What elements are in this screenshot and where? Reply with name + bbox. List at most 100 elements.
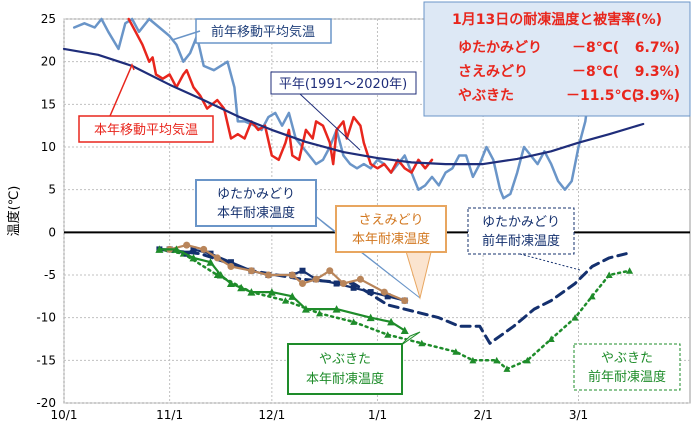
- data-point: [172, 245, 181, 253]
- data-point: [400, 326, 409, 334]
- label-saemi-cur-1: さえみどり: [358, 213, 423, 228]
- data-point: [333, 280, 340, 287]
- data-point: [384, 293, 391, 300]
- callout-yutaka-prev: ゆたかみどり 前年耐凍温度: [467, 207, 581, 271]
- label-yutaka-cur-2: 本年耐凍温度: [217, 205, 295, 221]
- label-yabu-prev-1: やぶきた: [601, 351, 653, 366]
- callout-yabu-prev: やぶきた 前年耐凍温度: [573, 343, 681, 391]
- data-point: [387, 317, 396, 326]
- x-tick-label: 3/1: [569, 408, 588, 422]
- y-tick-label: 25: [41, 12, 56, 26]
- summary-row: さえみどり －8℃( 9.3%): [458, 64, 680, 80]
- label-saemi-cur-2: 本年耐凍温度: [352, 231, 430, 247]
- data-point: [626, 267, 634, 274]
- y-axis-label: 温度(℃): [6, 186, 22, 237]
- data-point: [226, 279, 235, 288]
- summary-temp: －11.5℃(: [566, 88, 638, 104]
- callout-cur-avg: 本年移動平均気温: [78, 63, 214, 143]
- data-point: [227, 259, 234, 266]
- label-normal: 平年(1991～2020年): [279, 77, 407, 92]
- data-point: [588, 292, 596, 300]
- data-point: [267, 288, 276, 296]
- x-tick-label: 12/1: [258, 408, 285, 422]
- callout-prev-avg: 前年移動平均気温: [171, 18, 332, 44]
- summary-rate: 6.7%): [635, 40, 680, 56]
- data-point: [190, 246, 197, 253]
- data-point: [418, 339, 426, 347]
- data-point: [213, 254, 221, 262]
- data-point: [452, 348, 460, 355]
- summary-title: 1月13日の耐凍温度と被害率(%): [452, 11, 662, 28]
- data-point: [288, 292, 297, 300]
- label-yabu-cur-1: やぶきた: [319, 352, 371, 367]
- summary-rate: 3.9%): [635, 88, 680, 104]
- label-yutaka-prev-2: 前年耐凍温度: [482, 233, 560, 249]
- data-point: [183, 241, 191, 249]
- data-point: [227, 262, 235, 270]
- data-point: [247, 267, 255, 275]
- callout-saemi-cur: さえみどり 本年耐凍温度: [335, 205, 447, 300]
- data-point: [288, 271, 296, 279]
- y-tick-label: 20: [41, 55, 56, 69]
- data-point: [366, 313, 375, 322]
- summary-variety: やぶきた: [458, 88, 514, 104]
- data-point: [326, 267, 334, 275]
- y-tick-label: 15: [41, 97, 56, 111]
- label-cur-avg: 本年移動平均気温: [94, 122, 198, 138]
- summary-box: 1月13日の耐凍温度と被害率(%) ゆたかみどり －8℃( 6.7%) さえみど…: [423, 1, 691, 117]
- summary-row: やぶきた －11.5℃( 3.9%): [458, 88, 680, 104]
- label-yabu-prev-2: 前年耐凍温度: [588, 369, 666, 385]
- data-point: [380, 288, 388, 296]
- data-point: [247, 288, 256, 296]
- series-line-normal: [62, 47, 645, 166]
- data-point: [547, 335, 555, 342]
- data-point: [312, 275, 320, 283]
- data-point: [350, 318, 358, 325]
- x-tick-label: 1/1: [368, 408, 387, 422]
- data-point: [206, 258, 215, 266]
- data-point: [384, 331, 392, 338]
- y-tick-label: 5: [48, 183, 56, 197]
- data-point: [350, 284, 357, 291]
- data-point: [469, 356, 477, 364]
- data-point: [155, 245, 164, 253]
- data-point: [189, 253, 198, 262]
- data-point: [339, 280, 347, 288]
- data-point: [316, 309, 324, 317]
- label-yabu-cur-2: 本年耐凍温度: [306, 371, 384, 387]
- summary-variety: さえみどり: [458, 64, 528, 80]
- x-tick-label: 11/1: [156, 408, 183, 422]
- summary-temp: －8℃(: [572, 40, 619, 56]
- data-point: [301, 305, 310, 313]
- y-tick-label: -15: [36, 353, 56, 367]
- callout-yabu-cur: やぶきた 本年耐凍温度: [287, 331, 421, 395]
- y-tick-label: -10: [36, 311, 56, 325]
- callout-normal: 平年(1991～2020年): [270, 71, 417, 151]
- label-prev-avg: 前年移動平均気温: [211, 24, 315, 40]
- data-point: [367, 289, 374, 296]
- data-point: [523, 356, 531, 364]
- y-tick-label: -5: [44, 268, 56, 282]
- data-point: [401, 297, 409, 305]
- data-point: [237, 283, 246, 292]
- summary-row: ゆたかみどり －8℃( 6.7%): [458, 40, 680, 56]
- summary-rate: 9.3%): [635, 64, 680, 80]
- data-point: [356, 275, 364, 283]
- data-point: [216, 271, 225, 279]
- data-point: [281, 297, 289, 304]
- data-point: [493, 356, 501, 364]
- y-tick-label: 10: [41, 140, 56, 154]
- data-point: [200, 245, 208, 253]
- data-point: [299, 267, 306, 274]
- data-point: [264, 271, 272, 279]
- summary-variety: ゆたかみどり: [458, 40, 542, 56]
- label-yutaka-cur-1: ゆたかみどり: [217, 187, 295, 202]
- data-point: [299, 280, 307, 288]
- data-point: [332, 305, 341, 313]
- x-tick-label: 2/1: [473, 408, 492, 422]
- series-line-prev-avg: [72, 17, 590, 200]
- label-yutaka-prev-1: ゆたかみどり: [482, 215, 560, 230]
- summary-temp: －8℃(: [572, 64, 619, 80]
- x-tick-label: 10/1: [51, 408, 78, 422]
